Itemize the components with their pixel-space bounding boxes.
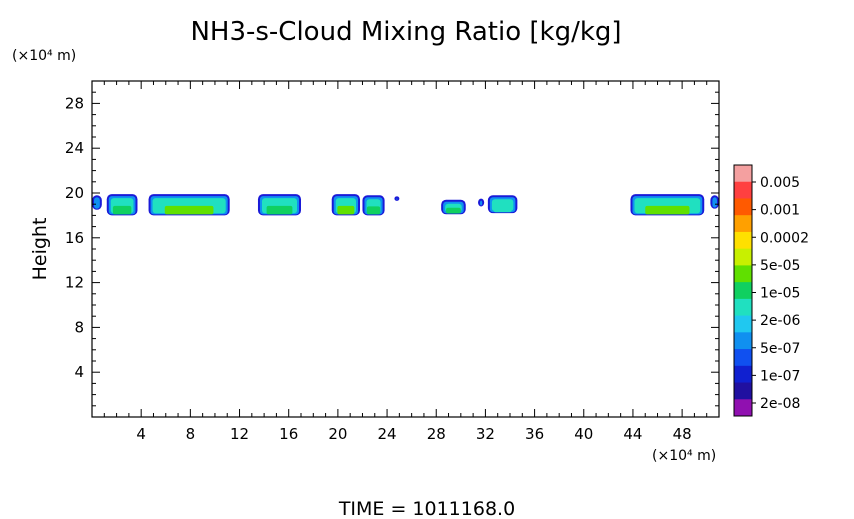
colorbar-label: 1e-07: [760, 368, 800, 384]
cloud-core: [164, 205, 214, 215]
cloud-core: [493, 205, 512, 213]
colorbar-swatch: [734, 265, 752, 283]
colorbar-swatch: [734, 282, 752, 300]
cloud-patch-6: [362, 195, 385, 216]
y-axis-label: Height: [29, 218, 51, 281]
colorbar-swatch: [734, 315, 752, 333]
y-tick-label: 24: [65, 139, 84, 157]
colorbar-swatch: [734, 298, 752, 317]
colorbar-swatch: [734, 248, 752, 266]
x-tick-label: 4: [136, 425, 146, 443]
colorbar-swatch: [734, 231, 752, 250]
cloud-mid: [712, 197, 717, 208]
cloud-patch-8: [441, 199, 466, 215]
cloud-patch-5: [331, 194, 361, 216]
colorbar: 0.005 0.001 0.0002 5e-05 1e-05 2e-06 5e-07 1e-0…: [733, 164, 809, 417]
plot-layer: [92, 194, 719, 216]
cloud-patch-3: [148, 194, 230, 216]
x-tick-label: 36: [525, 425, 544, 443]
x-tick-label: 40: [574, 425, 593, 443]
chart-title: NH3-s-Cloud Mixing Ratio [kg/kg]: [190, 17, 621, 47]
cloud-mid: [396, 198, 398, 200]
cloud-core: [366, 206, 381, 215]
colorbar-label: 2e-06: [760, 313, 800, 329]
colorbar-swatch: [734, 399, 752, 417]
x-tick-label: 16: [279, 425, 298, 443]
y-tick-label: 12: [65, 274, 84, 292]
colorbar-frame: [733, 164, 753, 417]
colorbar-label: 0.005: [760, 175, 800, 191]
cloud-core: [446, 207, 461, 214]
cloud-mid: [94, 197, 100, 209]
colorbar-swatch: [734, 382, 752, 400]
colorbar-swatch: [734, 332, 752, 350]
colorbar-swatch: [734, 181, 752, 199]
cloud-patch-2: [106, 194, 138, 216]
x-tick-label: 48: [673, 425, 692, 443]
cloud-core: [645, 205, 690, 215]
colorbar-label: 0.0002: [760, 230, 809, 246]
colorbar-swatch: [734, 215, 752, 233]
colorbar-swatch: [734, 365, 752, 384]
cloud-patch-11: [630, 194, 705, 216]
y-tick-label: 8: [74, 318, 84, 336]
y-unit-label: (×10⁴ m): [12, 48, 76, 64]
colorbar-label: 5e-07: [760, 341, 800, 357]
x-tick-label: 8: [186, 425, 196, 443]
x-unit-label: (×10⁴ m): [652, 448, 716, 464]
cloud-core: [112, 205, 132, 215]
colorbar-swatch: [734, 349, 752, 367]
cloud-patch-4: [257, 194, 301, 216]
y-tick-label: 28: [65, 94, 84, 112]
cloud-patch-10: [487, 195, 518, 214]
plot-frame: [91, 80, 720, 418]
cloud-core: [337, 205, 355, 215]
colorbar-label: 0.001: [760, 203, 800, 219]
x-tick-label: 32: [476, 425, 495, 443]
cloud-mid: [480, 200, 483, 206]
y-tick-label: 20: [65, 184, 84, 202]
x-tick-label: 12: [230, 425, 249, 443]
colorbar-label: 2e-08: [760, 396, 800, 412]
y-tick-label: 4: [74, 363, 84, 381]
cloud-patch-12: [710, 195, 719, 209]
time-label: TIME = 1011168.0: [338, 498, 515, 519]
cloud-patch-9: [478, 198, 485, 207]
x-tick-label: 20: [328, 425, 347, 443]
x-tick-label: 44: [623, 425, 642, 443]
colorbar-label: 1e-05: [760, 286, 800, 302]
cloud-core: [266, 205, 293, 215]
cloud-patch-1: [92, 195, 102, 210]
x-tick-label: 28: [427, 425, 446, 443]
x-tick-label: 24: [378, 425, 397, 443]
colorbar-swatch: [734, 165, 752, 183]
colorbar-label: 5e-05: [760, 258, 800, 274]
y-tick-label: 16: [65, 229, 84, 247]
colorbar-swatch: [734, 198, 752, 216]
cloud-patch-7: [394, 196, 400, 201]
